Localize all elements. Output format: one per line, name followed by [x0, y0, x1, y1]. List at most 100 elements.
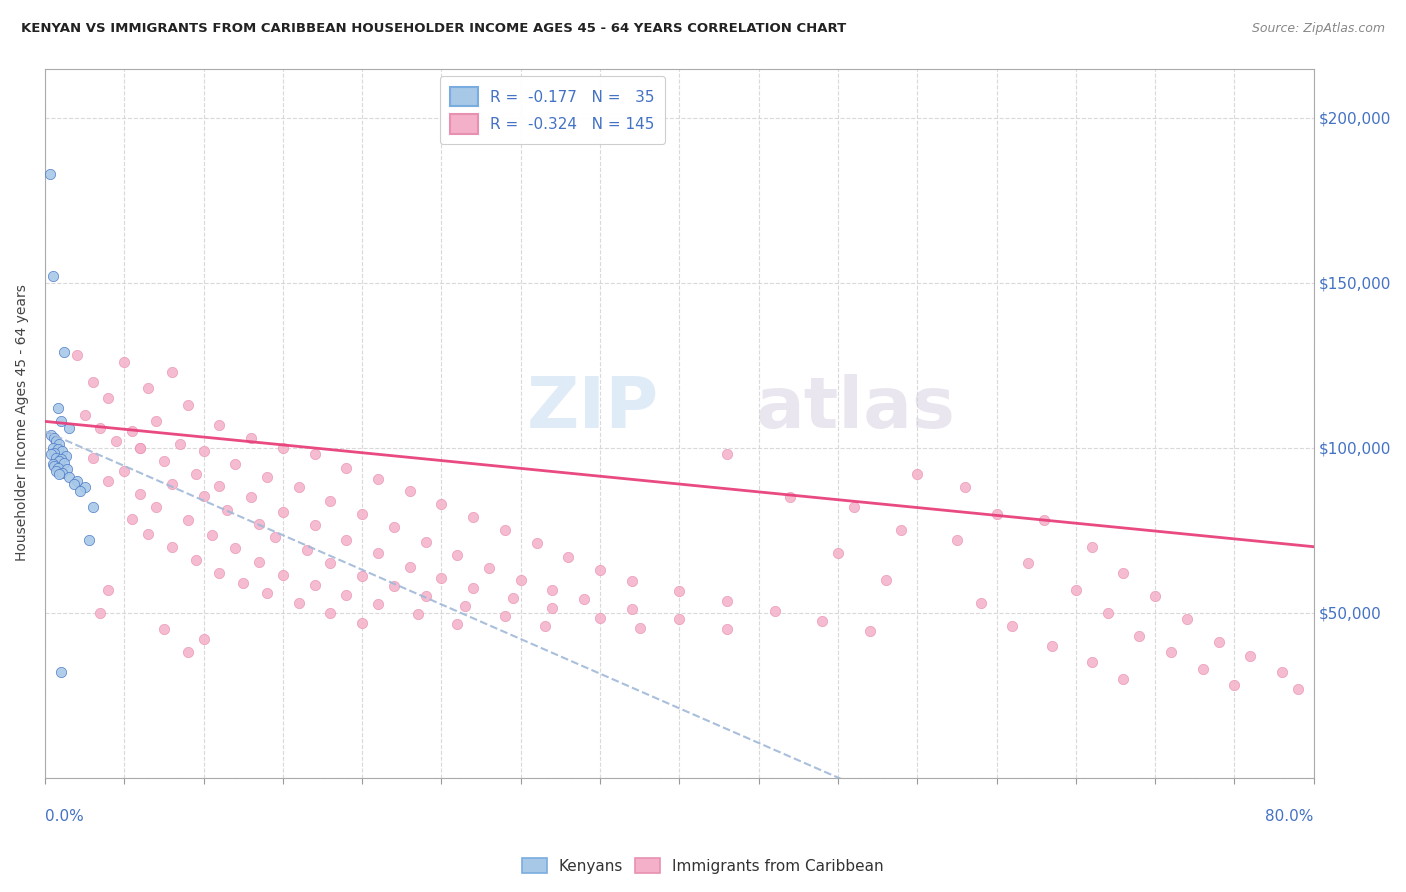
Point	[1175, 612, 1198, 626]
Point	[271, 441, 294, 455]
Point	[716, 622, 738, 636]
Point	[97, 392, 120, 406]
Point	[48, 454, 70, 468]
Legend: Kenyans, Immigrants from Caribbean: Kenyans, Immigrants from Caribbean	[516, 852, 890, 880]
Point	[842, 500, 865, 515]
Point	[42, 457, 65, 471]
Point	[39, 427, 62, 442]
Point	[905, 467, 928, 482]
Point	[66, 348, 89, 362]
Point	[415, 589, 437, 603]
Point	[1080, 655, 1102, 669]
Point	[193, 632, 215, 646]
Point	[42, 441, 65, 455]
Point	[271, 567, 294, 582]
Point	[193, 489, 215, 503]
Point	[620, 602, 643, 616]
Point	[287, 596, 309, 610]
Point	[541, 582, 564, 597]
Legend: R =  -0.177   N =   35, R =  -0.324   N = 145: R = -0.177 N = 35, R = -0.324 N = 145	[440, 76, 665, 145]
Point	[502, 591, 524, 605]
Point	[1033, 513, 1056, 527]
Point	[970, 596, 993, 610]
Text: Source: ZipAtlas.com: Source: ZipAtlas.com	[1251, 22, 1385, 36]
Point	[1160, 645, 1182, 659]
Point	[49, 452, 72, 467]
Point	[58, 421, 80, 435]
Point	[406, 607, 429, 622]
Point	[45, 434, 67, 449]
Point	[153, 622, 176, 636]
Point	[97, 582, 120, 597]
Point	[153, 454, 176, 468]
Point	[1223, 678, 1246, 692]
Point	[66, 474, 89, 488]
Point	[46, 442, 69, 457]
Point	[367, 598, 389, 612]
Point	[112, 355, 135, 369]
Point	[232, 576, 254, 591]
Point	[352, 569, 374, 583]
Point	[430, 497, 453, 511]
Point	[875, 573, 897, 587]
Point	[240, 431, 263, 445]
Point	[304, 447, 326, 461]
Point	[589, 563, 612, 577]
Point	[58, 470, 80, 484]
Point	[589, 610, 612, 624]
Point	[859, 624, 882, 638]
Point	[319, 556, 342, 570]
Point	[446, 548, 468, 562]
Point	[716, 594, 738, 608]
Point	[160, 365, 183, 379]
Point	[352, 507, 374, 521]
Point	[526, 536, 548, 550]
Point	[62, 477, 84, 491]
Point	[42, 269, 65, 284]
Point	[247, 555, 270, 569]
Point	[129, 441, 152, 455]
Point	[628, 620, 651, 634]
Point	[1040, 639, 1063, 653]
Point	[145, 500, 167, 515]
Point	[48, 437, 70, 451]
Point	[264, 530, 287, 544]
Point	[169, 437, 191, 451]
Point	[811, 614, 834, 628]
Point	[160, 477, 183, 491]
Point	[335, 588, 357, 602]
Point	[208, 566, 231, 580]
Point	[352, 615, 374, 630]
Point	[494, 609, 516, 624]
Point	[53, 456, 76, 470]
Point	[827, 546, 849, 560]
Point	[256, 470, 278, 484]
Point	[382, 520, 405, 534]
Point	[1144, 589, 1167, 603]
Point	[1271, 665, 1294, 679]
Text: 0.0%: 0.0%	[45, 809, 84, 824]
Point	[184, 467, 207, 482]
Point	[463, 581, 485, 595]
Point	[668, 612, 690, 626]
Point	[44, 431, 66, 445]
Point	[105, 434, 128, 449]
Point	[121, 511, 143, 525]
Point	[620, 574, 643, 589]
Text: ZIP: ZIP	[527, 375, 659, 443]
Text: KENYAN VS IMMIGRANTS FROM CARIBBEAN HOUSEHOLDER INCOME AGES 45 - 64 YEARS CORREL: KENYAN VS IMMIGRANTS FROM CARIBBEAN HOUS…	[21, 22, 846, 36]
Point	[82, 500, 104, 515]
Point	[247, 516, 270, 531]
Point	[136, 381, 159, 395]
Point	[112, 464, 135, 478]
Point	[557, 549, 579, 564]
Point	[779, 490, 801, 504]
Point	[1191, 662, 1213, 676]
Point	[295, 543, 318, 558]
Point	[45, 464, 67, 478]
Point	[39, 447, 62, 461]
Point	[304, 577, 326, 591]
Y-axis label: Householder Income Ages 45 - 64 years: Householder Income Ages 45 - 64 years	[15, 285, 30, 561]
Point	[177, 645, 200, 659]
Point	[1017, 556, 1039, 570]
